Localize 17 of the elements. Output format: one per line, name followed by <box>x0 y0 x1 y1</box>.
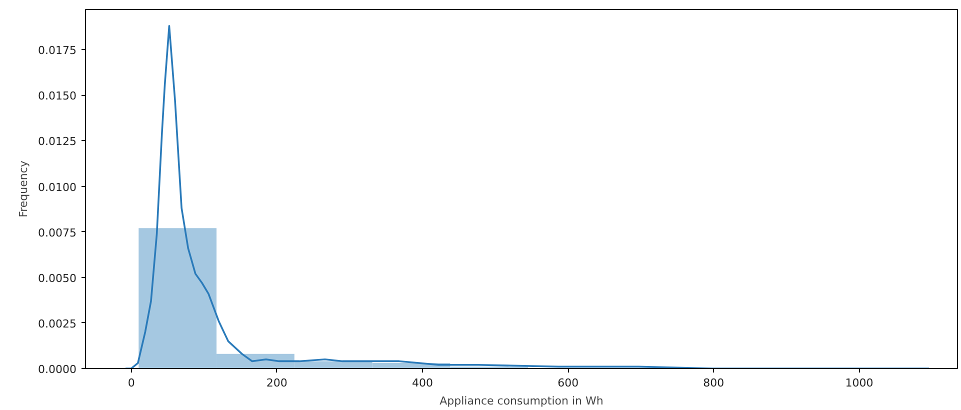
y-tick-label: 0.0025 <box>38 317 77 330</box>
y-tick-label: 0.0125 <box>38 135 77 148</box>
line-series <box>124 25 930 368</box>
y-tick-label: 0.0175 <box>38 44 77 58</box>
x-tick-label: 0 <box>128 376 135 390</box>
y-tick-label: 0.0000 <box>38 363 77 376</box>
x-tick-label: 1000 <box>845 376 874 390</box>
y-tick-label: 0.0100 <box>38 180 77 194</box>
y-tick-label: 0.0050 <box>38 272 77 285</box>
x-tick-label: 800 <box>703 376 724 390</box>
x-tick-label: 400 <box>412 376 434 390</box>
y-tick-label: 0.0075 <box>38 226 77 240</box>
x-tick-label: 200 <box>266 376 288 390</box>
x-axis-title: Appliance consumption in Wh <box>440 394 604 408</box>
y-axis-title: Frequency <box>17 160 30 218</box>
x-tick-label: 600 <box>558 376 579 390</box>
y-tick-label: 0.0150 <box>38 90 77 103</box>
